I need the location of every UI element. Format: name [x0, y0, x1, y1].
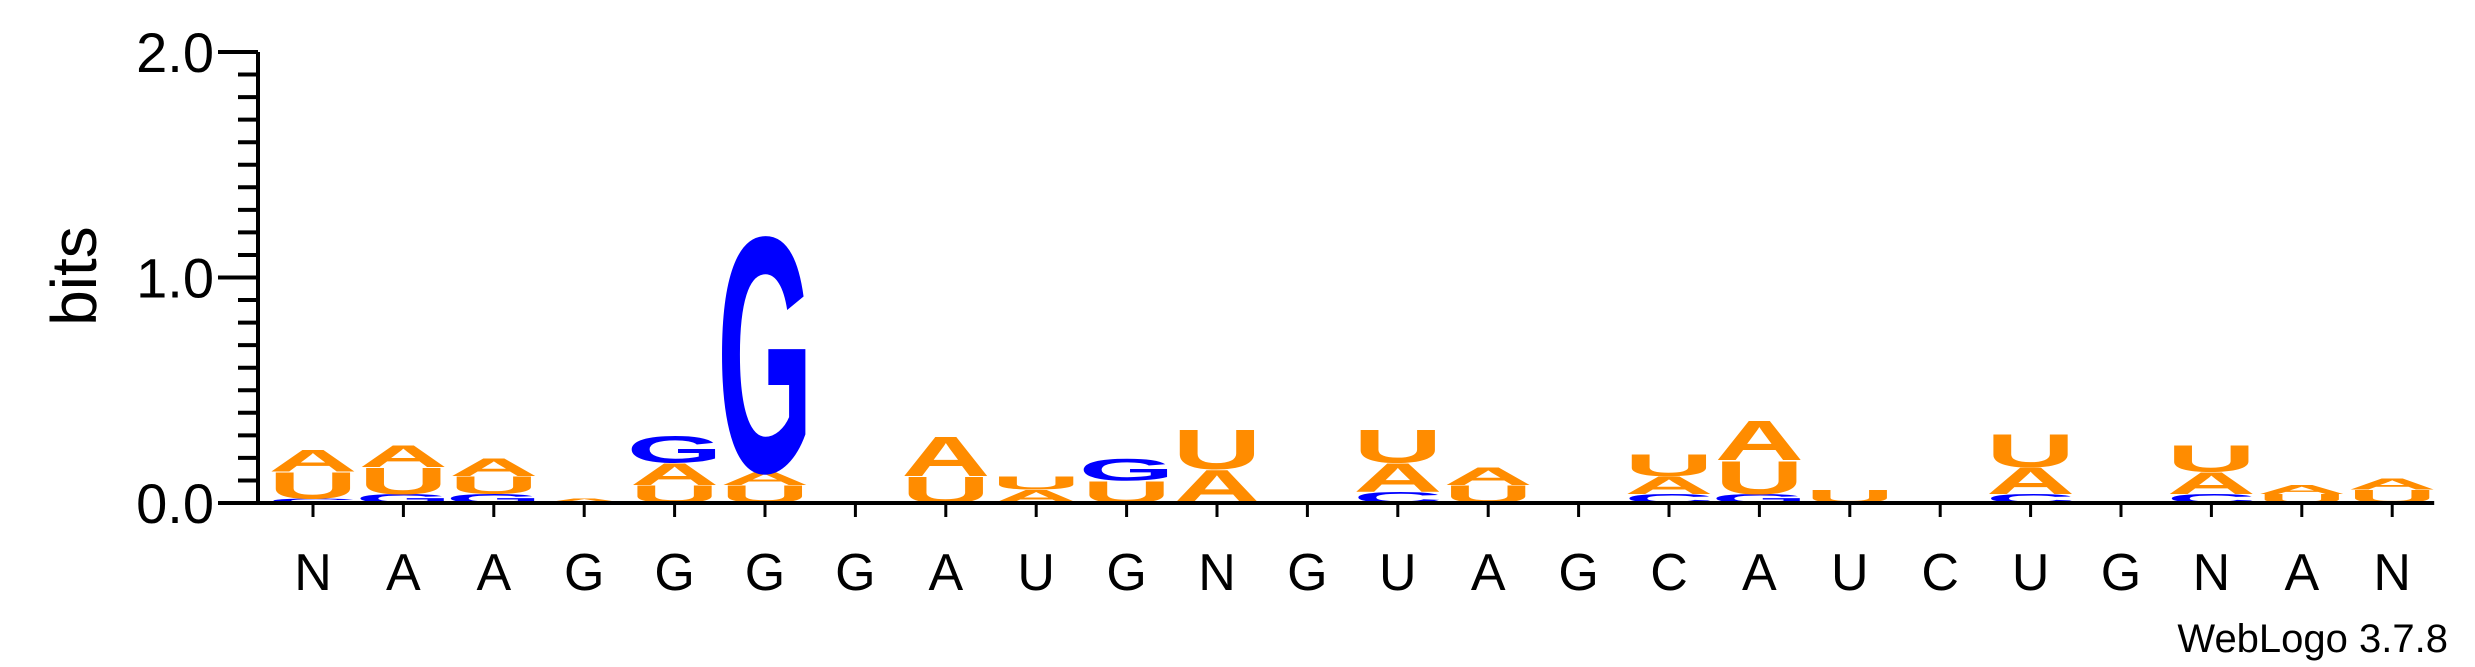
y-axis-title: bits	[38, 226, 110, 326]
logo-letter-a: A	[1715, 409, 1804, 472]
position-label: U	[1831, 544, 1869, 602]
position-label: G	[835, 544, 875, 602]
position-label: N	[2373, 544, 2411, 602]
position-label: C	[1650, 544, 1688, 602]
position-label: G	[1287, 544, 1327, 602]
position-label: G	[2101, 544, 2141, 602]
position-label: U	[2012, 544, 2050, 602]
logo-letter-a: A	[901, 425, 990, 488]
logo-letter-u: U	[359, 460, 448, 502]
y-tick-label: 2.0	[136, 21, 214, 84]
position-label: U	[1017, 544, 1055, 602]
position-label: N	[294, 544, 332, 602]
position-label: G	[1558, 544, 1598, 602]
logo-letter-u: U	[2167, 438, 2256, 480]
position-label: N	[1198, 544, 1236, 602]
weblogo-credit: WebLogo 3.7.8	[2177, 617, 2448, 661]
position-label: G	[654, 544, 694, 602]
y-tick-label: 1.0	[136, 247, 214, 310]
logo-letter-u: U	[449, 471, 538, 499]
position-label: A	[476, 544, 511, 602]
position-label: U	[1379, 544, 1417, 602]
logo-letter-c: C	[268, 497, 357, 504]
position-label: A	[386, 544, 421, 602]
position-label: C	[1921, 544, 1959, 602]
position-label: A	[1471, 544, 1506, 602]
logo-letter-u: U	[1624, 448, 1713, 483]
logo-letter-u: U	[1715, 451, 1804, 504]
logo-letter-a: A	[268, 443, 357, 478]
logo-letter-a: A	[359, 439, 448, 474]
y-axis: 0.0 1.0 2.0	[136, 21, 260, 535]
logo-letter-u: U	[1986, 424, 2075, 477]
logo-letter-a: A	[2348, 475, 2437, 493]
logo-letter-a: A	[720, 468, 809, 489]
position-label: G	[1106, 544, 1146, 602]
logo-letter-u: U	[992, 472, 1081, 493]
logo-letter-a: A	[449, 453, 538, 481]
logo-letter-u: U	[1172, 418, 1261, 481]
position-label: A	[928, 544, 963, 602]
position-label: N	[2193, 544, 2231, 602]
logo-letter-a: A	[1986, 460, 2075, 502]
logo-letter-g: G	[1079, 452, 1175, 487]
logo-letter-a: A	[1444, 462, 1533, 490]
logo-letter-a: A	[1624, 471, 1713, 499]
logo-letter-u: U	[268, 465, 357, 507]
logo-letter-u: U	[1353, 419, 1442, 472]
position-label: A	[1742, 544, 1777, 602]
position-label: A	[2284, 544, 2319, 602]
y-tick-label: 0.0	[136, 472, 214, 535]
logo-letter-g: G	[627, 428, 723, 470]
position-label: G	[745, 544, 785, 602]
logo-letter-a: A	[630, 457, 719, 492]
position-label: G	[564, 544, 604, 602]
logo-letter-a: A	[2167, 466, 2256, 501]
logo-letter-g: G	[717, 166, 813, 543]
logo-letter-a: A	[2257, 483, 2346, 497]
logo-letter-a: A	[1353, 455, 1442, 501]
logo-letter-a: A	[540, 497, 629, 504]
